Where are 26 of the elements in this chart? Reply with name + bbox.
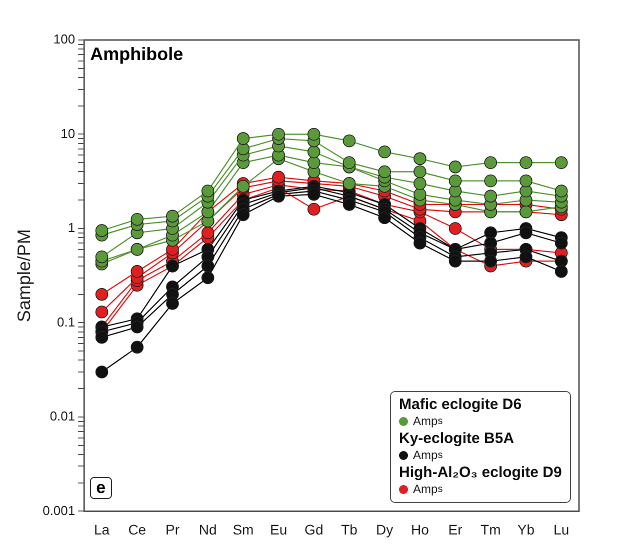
chart-title: Amphibole	[90, 44, 184, 65]
x-tick-label: Ce	[128, 521, 146, 538]
x-tick-label: Nd	[198, 521, 217, 538]
x-tick-label: Lu	[554, 521, 570, 538]
annotation: e	[90, 477, 112, 500]
x-tick-label: Gd	[304, 521, 324, 538]
x-tick-label: Tb	[341, 521, 358, 538]
y-tick-label: 0.1	[57, 314, 76, 330]
y-axis-title: Sample/PM	[14, 229, 34, 322]
annotation: Ky-eclogite B5A	[399, 430, 516, 448]
y-tick-label: 0.001	[42, 502, 76, 518]
y-tick-label: 1	[68, 220, 76, 236]
annotation: High-Al₂O₃ eclogite D9	[399, 464, 562, 482]
x-tick-label: Ho	[410, 521, 430, 538]
y-tick-label: 100	[53, 32, 76, 47]
annotation: Mafic eclogite D6	[399, 396, 523, 414]
x-tick-label: Pr	[166, 521, 180, 538]
x-tick-label: La	[94, 521, 110, 538]
x-tick-label: Er	[448, 521, 463, 538]
x-tick-label: Tm	[480, 521, 501, 538]
x-tick-label: Dy	[376, 521, 394, 538]
x-tick-label: Yb	[517, 521, 535, 538]
x-tick-label: Eu	[270, 521, 288, 538]
y-tick-label: 10	[60, 126, 76, 141]
x-tick-label: Sm	[232, 521, 254, 538]
y-tick-label: 0.01	[50, 408, 76, 424]
